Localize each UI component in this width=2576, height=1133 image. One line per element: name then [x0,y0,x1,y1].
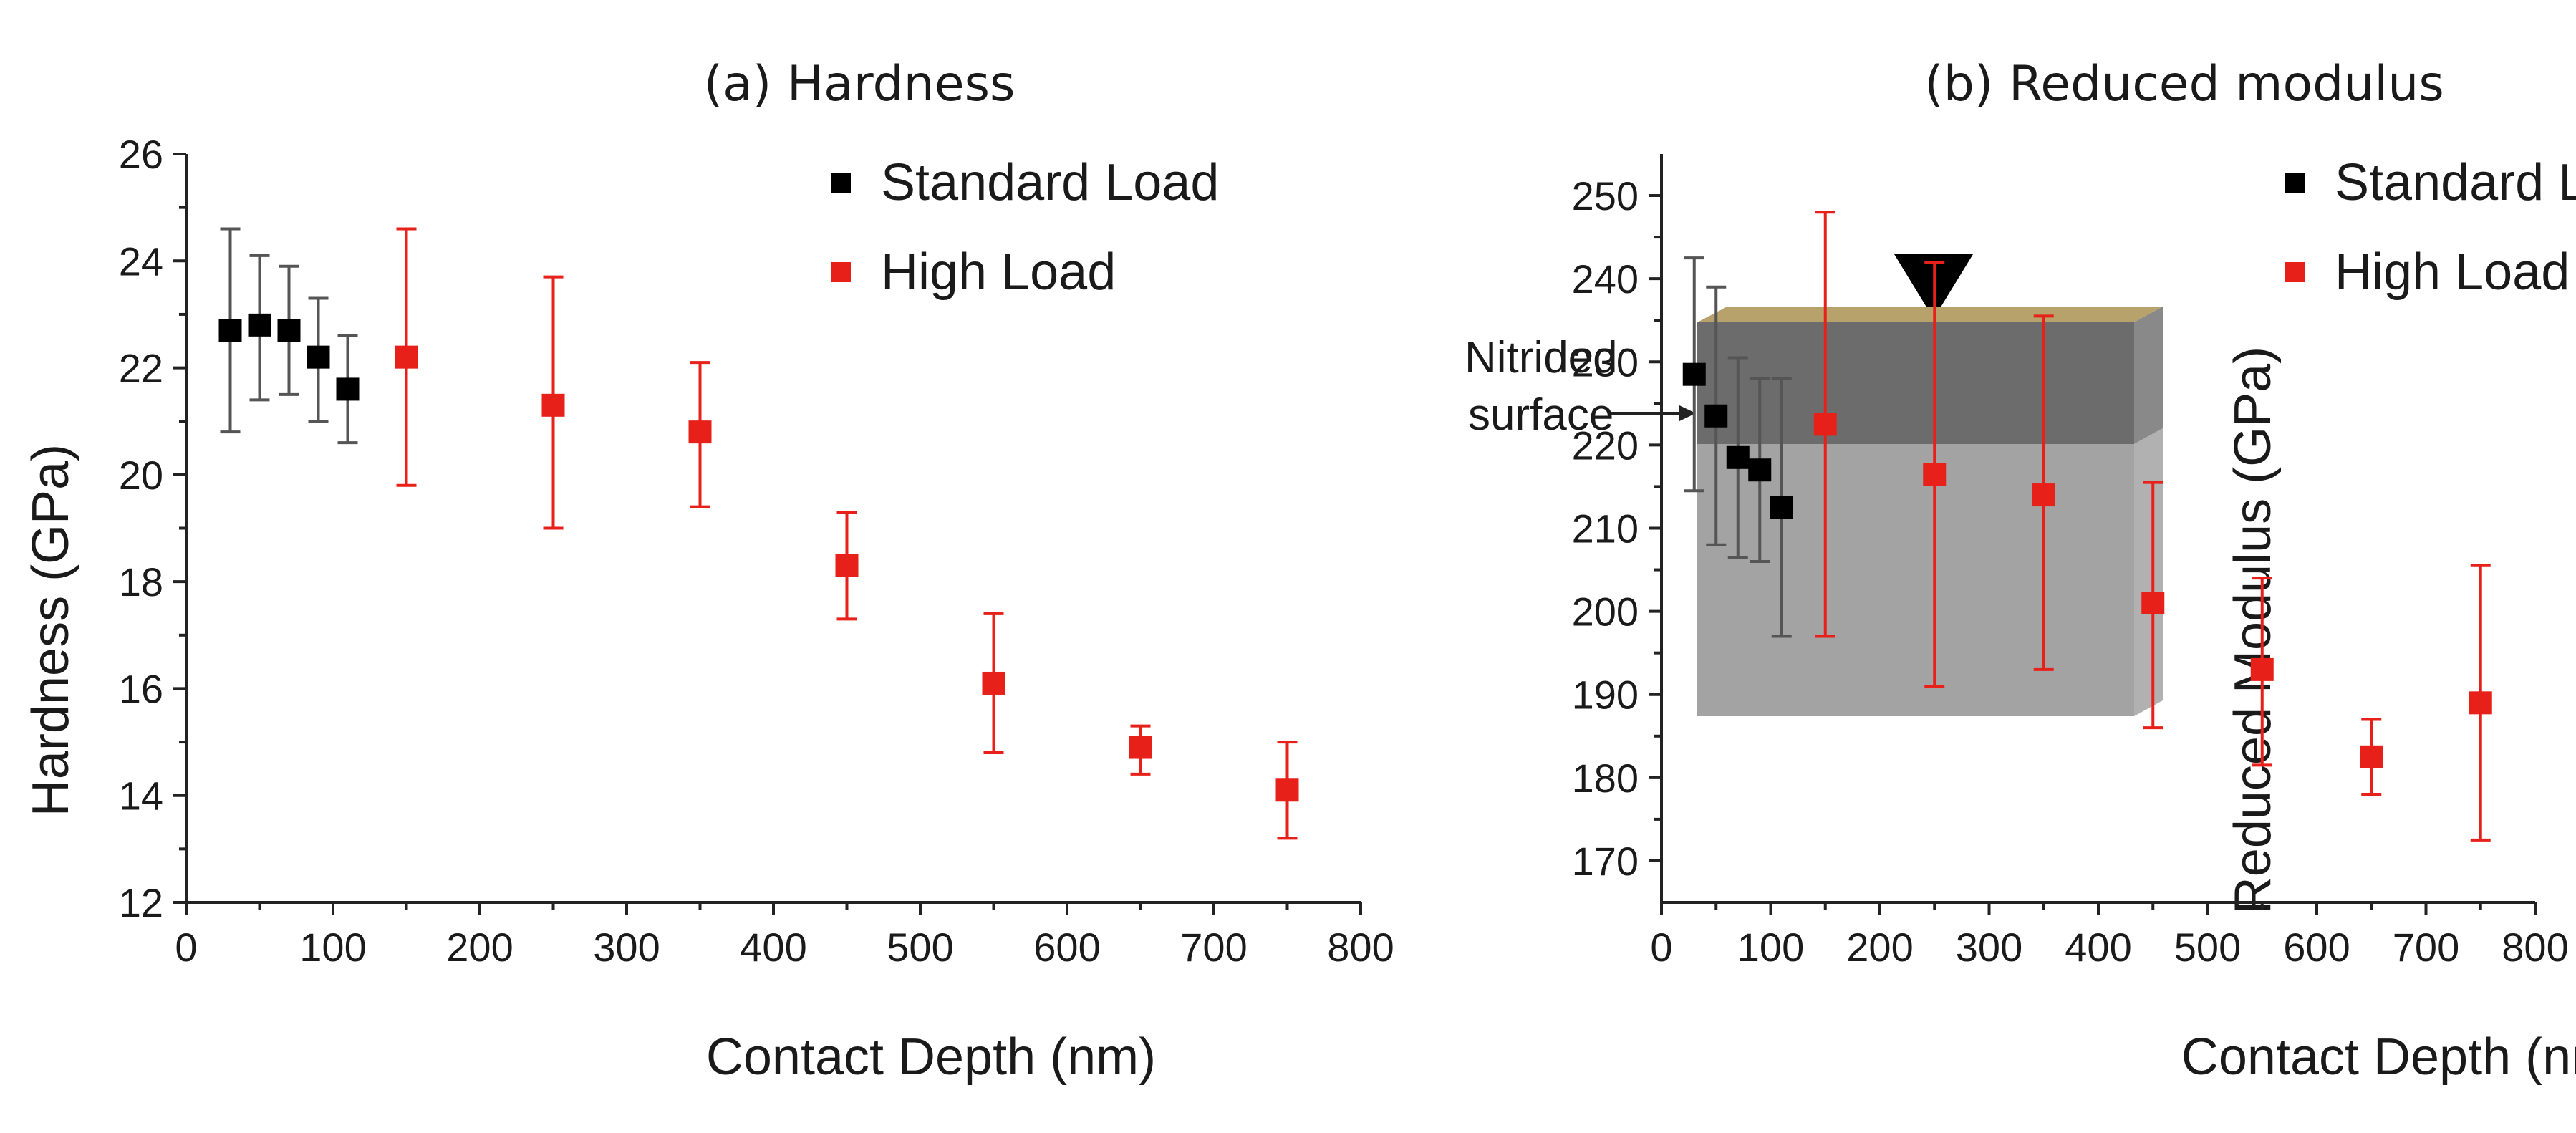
modulus-x-tick-label: 800 [2502,925,2568,970]
hardness-x-tick-label: 600 [1033,925,1100,970]
hardness-x-tick-label: 500 [887,925,953,970]
modulus-series-standard-load [1682,256,1793,638]
inset-label-line2: surface [1468,390,1613,440]
data-point [2250,657,2274,681]
reduced-modulus-chart: (b) Reduced modulus Reduced Modulus (GPa… [1572,56,2576,1086]
hardness-y-axis-label: Hardness (GPa) [22,444,79,816]
modulus-y-tick-label: 230 [1572,339,1639,385]
hardness-y-tick-label: 16 [119,666,163,711]
nitrided-surface-inset: Nitrided surface [1465,254,2163,716]
data-point [1275,778,1299,802]
hardness-y-tick-label: 20 [119,453,163,498]
modulus-y-tick-label: 170 [1572,839,1639,884]
modulus-y-tick-label: 200 [1572,589,1639,635]
hardness-x-axis-label: Contact Depth (nm) [706,1028,1156,1086]
inset-substrate-front [1697,444,2134,716]
modulus-y-tick-label: 240 [1572,256,1639,302]
modulus-y-tick-label: 210 [1572,506,1639,551]
data-point [307,345,330,369]
inset-nitrided-layer-front [1697,322,2134,444]
hardness-legend-label: Standard Load [881,154,1219,211]
modulus-x-tick-label: 400 [2065,925,2131,970]
hardness-x-tick-label: 100 [299,925,366,970]
modulus-x-tick-label: 700 [2393,925,2459,970]
hardness-y-tick-label: 22 [119,346,163,391]
modulus-x-tick-label: 500 [2174,925,2241,970]
hardness-x-tick-label: 0 [175,925,197,970]
inset-top-face [1697,307,2163,322]
hardness-legend-marker [831,173,851,193]
data-point [1770,496,1793,519]
data-point [395,345,418,369]
modulus-x-tick-label: 600 [2283,925,2350,970]
inset-nitrided-layer-side [2134,307,2163,444]
modulus-y-tick-label: 180 [1572,756,1639,801]
data-point [336,377,360,401]
hardness-legend-marker [831,262,851,282]
hardness-y-tick-label: 14 [119,773,163,819]
modulus-x-tick-label: 0 [1650,925,1672,970]
inset-arrow-head [1679,405,1696,421]
modulus-y-tick-label: 220 [1572,423,1639,468]
modulus-axes: 0 100 200 300 400 500 600 700 800 170 180 190 200 210… [1572,154,2576,970]
data-point [835,554,859,577]
hardness-x-tick-label: 300 [593,925,660,970]
modulus-chart-title: (b) Reduced modulus [1924,56,2444,112]
modulus-legend-label: High Load [2335,244,2570,301]
data-point [1704,404,1728,428]
hardness-x-tick-label: 800 [1327,925,1394,970]
modulus-x-tick-label: 300 [1956,925,2022,970]
hardness-x-tick-label: 200 [446,925,513,970]
hardness-y-tick-label: 18 [119,559,163,604]
data-point [1748,458,1772,482]
hardness-series-standard-load [218,227,360,445]
data-point [1923,463,1947,486]
data-point [277,319,301,342]
data-point [1129,736,1152,759]
data-point [688,420,712,444]
modulus-legend-marker [2285,173,2305,193]
data-point [541,393,565,417]
hardness-chart-title: (a) Hardness [704,56,1016,112]
hardness-y-tick-label: 12 [119,880,163,925]
hardness-axes: 0 100 200 300 400 500 600 700 800 12 14 16 18 20 22 24 2… [119,132,1394,970]
modulus-y-axis-label: Reduced Modulus (GPa) [2224,347,2282,914]
data-point [2360,745,2383,768]
data-point [2032,483,2055,507]
data-point [2469,691,2492,715]
hardness-x-tick-label: 700 [1180,925,1247,970]
data-point [218,319,242,342]
data-point [1726,445,1750,469]
data-point [1813,413,1837,436]
modulus-x-axis-label: Contact Depth (nm) [2181,1028,2576,1086]
hardness-y-tick-label: 24 [119,238,163,284]
modulus-y-tick-label: 250 [1572,173,1639,218]
modulus-y-tick-label: 190 [1572,672,1639,718]
data-point [248,313,271,337]
modulus-x-tick-label: 200 [1846,925,1913,970]
data-point [982,671,1005,695]
hardness-y-tick-label: 26 [119,132,163,177]
modulus-series-high-load [1813,211,2492,842]
modulus-x-tick-label: 100 [1737,925,1804,970]
hardness-series-high-load [395,227,1299,840]
hardness-x-tick-label: 400 [740,925,806,970]
inset-substrate-side [2134,428,2163,716]
modulus-legend-marker [2285,262,2305,282]
data-point [1682,362,1706,386]
inset-label-line1: Nitrided [1465,333,1618,382]
data-point [2141,592,2165,614]
hardness-chart: (a) Hardness Hardness (GPa) Contact Dept… [22,56,2163,1086]
modulus-legend-label: Standard Load [2335,154,2576,211]
hardness-legend-label: High Load [881,244,1116,301]
